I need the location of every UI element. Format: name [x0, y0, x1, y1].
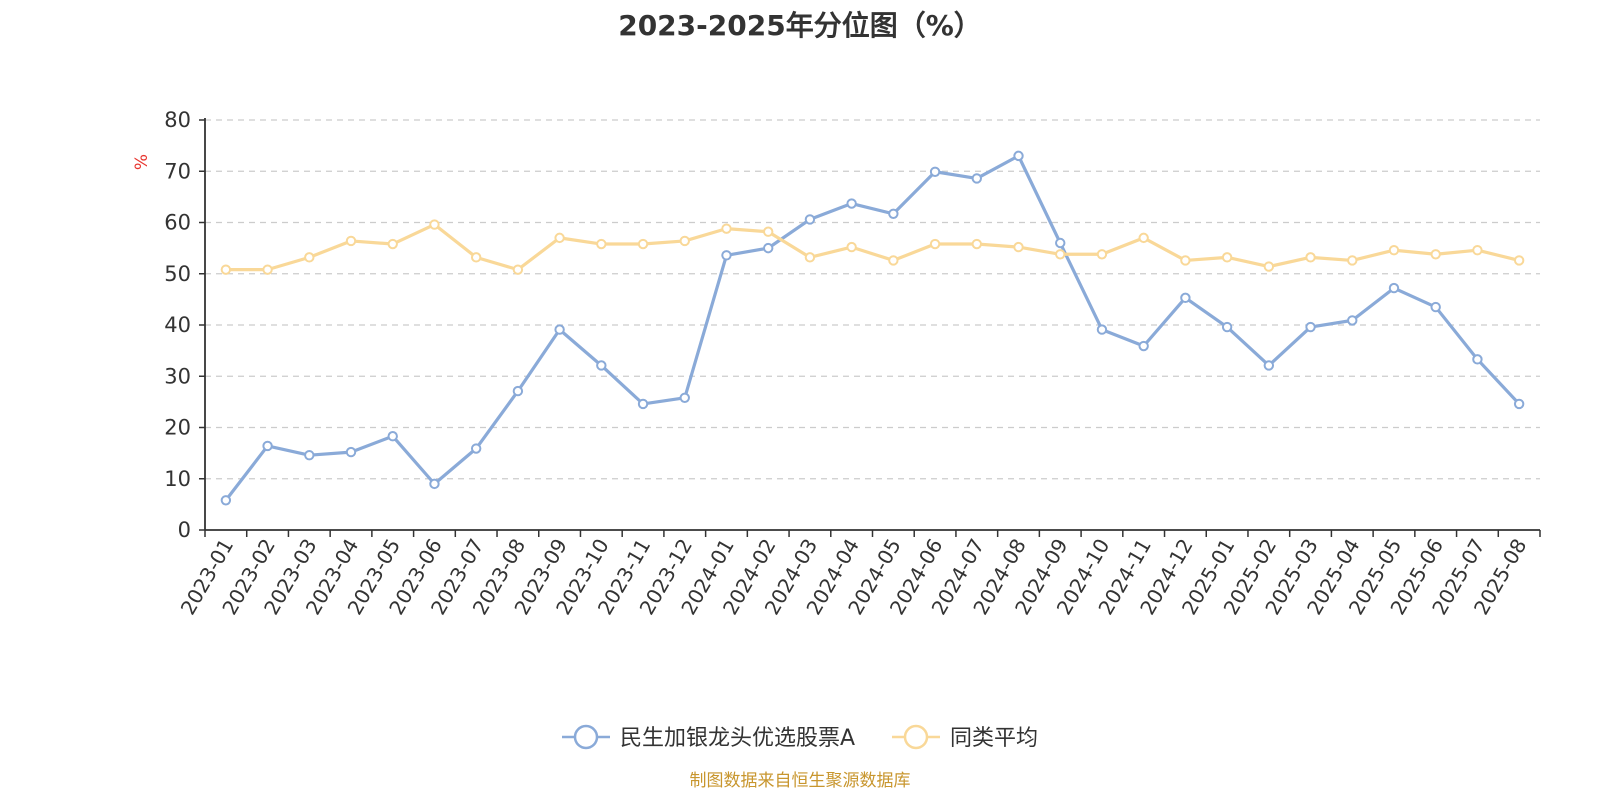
data-point-series-2 [1096, 249, 1108, 260]
data-point-series-1 [220, 495, 232, 506]
data-point-series-1 [1180, 292, 1191, 304]
data-point-series-2 [345, 235, 357, 247]
data-point-series-1 [846, 198, 857, 209]
data-point-series-1 [721, 250, 732, 261]
y-tick-label: 30 [164, 364, 191, 388]
data-point-series-1 [1263, 360, 1275, 371]
data-point-series-2 [1138, 232, 1149, 244]
data-point-series-2 [262, 264, 273, 275]
y-tick-label: 60 [164, 211, 191, 235]
data-point-series-1 [304, 449, 315, 461]
data-point-series-1 [1347, 315, 1358, 326]
data-point-series-2 [387, 238, 398, 250]
data-point-series-2 [846, 241, 857, 253]
data-point-series-1 [1096, 324, 1108, 335]
y-tick-label: 10 [164, 467, 191, 491]
data-point-series-2 [929, 238, 941, 250]
data-point-series-1 [470, 443, 482, 454]
data-point-series-2 [971, 238, 982, 250]
data-point-series-1 [1388, 282, 1400, 294]
data-point-series-1 [679, 392, 690, 403]
data-point-series-2 [470, 252, 482, 263]
data-point-series-1 [429, 478, 440, 490]
data-point-series-2 [637, 238, 649, 250]
data-point-series-2 [1305, 252, 1316, 263]
legend-marker-2 [903, 724, 929, 750]
data-point-series-2 [1055, 249, 1066, 260]
data-point-series-2 [1472, 244, 1483, 256]
data-point-series-2 [1513, 255, 1525, 266]
data-point-series-2 [1180, 255, 1191, 266]
chart-title: 2023-2025年分位图（%） [618, 9, 982, 42]
data-point-series-2 [763, 226, 774, 237]
data-point-series-2 [512, 264, 524, 275]
data-point-series-1 [512, 385, 524, 397]
y-tick-label: 80 [164, 108, 191, 132]
data-point-series-2 [304, 252, 315, 263]
data-point-series-1 [929, 166, 941, 177]
data-point-series-1 [1305, 321, 1316, 333]
data-point-series-2 [1263, 261, 1275, 272]
data-point-series-2 [596, 238, 607, 250]
legend-label-1: 民生加银龙头优选股票A [620, 726, 855, 751]
y-tick-label: 0 [178, 518, 191, 542]
data-point-series-2 [1430, 249, 1441, 260]
data-point-series-1 [804, 214, 816, 225]
legend-label-2: 同类平均 [950, 726, 1038, 751]
series-line-2 [225, 222, 1520, 272]
data-point-series-1 [262, 440, 273, 452]
data-point-series-2 [1347, 255, 1358, 266]
data-point-series-2 [1013, 241, 1024, 253]
data-point-series-2 [220, 264, 232, 275]
data-point-series-1 [888, 208, 899, 219]
data-point-series-1 [763, 242, 774, 254]
data-point-series-2 [1221, 252, 1233, 263]
data-point-series-2 [888, 255, 899, 266]
y-tick-label: 50 [164, 262, 191, 286]
data-point-series-1 [1221, 321, 1233, 333]
data-point-series-1 [637, 398, 649, 410]
data-point-series-1 [387, 431, 398, 442]
data-point-series-2 [721, 223, 732, 234]
series-line-1 [224, 154, 1521, 502]
data-point-series-2 [1388, 244, 1400, 256]
data-point-series-2 [429, 219, 440, 230]
data-point-series-1 [1013, 150, 1024, 162]
data-point-series-1 [1472, 354, 1483, 365]
y-tick-label: 20 [164, 416, 191, 440]
data-point-series-2 [679, 235, 690, 247]
data-point-series-1 [1430, 301, 1441, 313]
data-point-series-2 [804, 252, 816, 263]
data-point-series-1 [345, 446, 357, 458]
data-point-series-1 [1138, 340, 1149, 352]
data-point-series-1 [554, 324, 565, 335]
data-point-series-1 [596, 360, 607, 371]
data-source-note: 制图数据来自恒生聚源数据库 [689, 771, 911, 791]
data-point-series-2 [554, 232, 565, 244]
data-point-series-1 [1513, 398, 1525, 410]
data-point-series-1 [971, 173, 982, 184]
data-point-series-1 [1055, 237, 1066, 249]
y-tick-label: 40 [164, 313, 191, 337]
legend-marker-1 [573, 724, 599, 750]
y-tick-label: 70 [164, 159, 191, 183]
y-axis-label: % [132, 154, 152, 170]
